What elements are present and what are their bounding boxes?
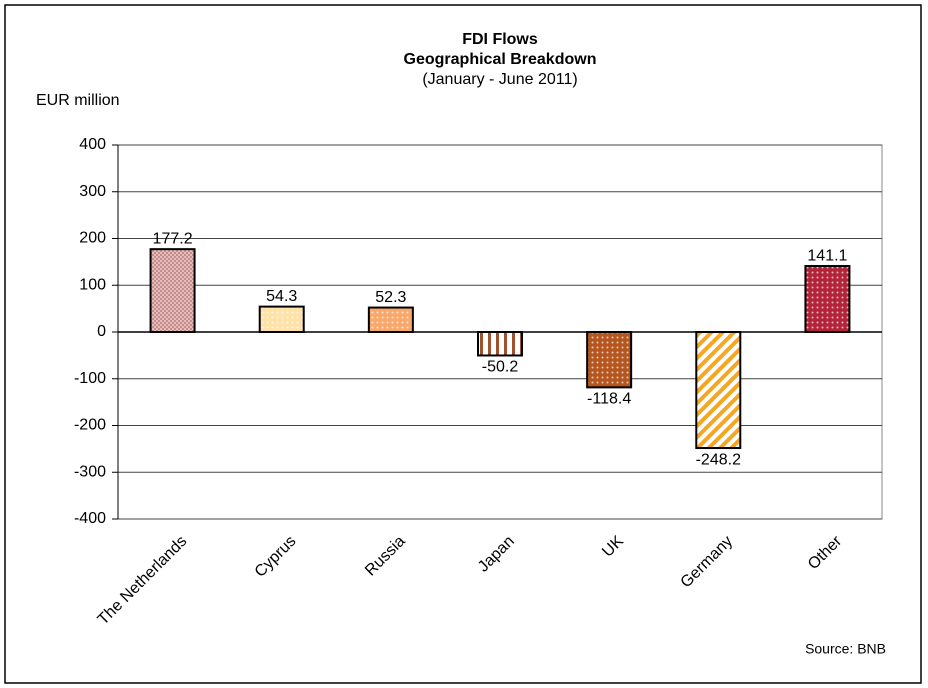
- y-tick-label: 0: [97, 323, 106, 340]
- bar: [586, 331, 633, 389]
- chart-subtitle: Geographical Breakdown: [404, 51, 597, 68]
- y-tick-label: 200: [79, 230, 106, 247]
- data-label: -50.2: [482, 359, 519, 376]
- bar: [367, 306, 414, 333]
- data-label: 52.3: [375, 289, 406, 306]
- chart-period: (January - June 2011): [422, 71, 577, 88]
- bar: [695, 331, 742, 450]
- bar: [804, 265, 851, 333]
- y-tick-label: -200: [74, 417, 106, 434]
- data-label: 141.1: [807, 247, 847, 264]
- y-tick-label: -400: [74, 510, 106, 527]
- chart-border: [4, 4, 922, 684]
- y-tick-label: 100: [79, 276, 106, 293]
- source-note: Source: BNB: [805, 641, 886, 657]
- bar: [477, 331, 523, 357]
- data-label: 54.3: [266, 288, 297, 305]
- data-label: 177.2: [153, 230, 193, 247]
- y-axis-label: EUR million: [36, 92, 120, 109]
- y-tick-label: -300: [74, 463, 106, 480]
- data-label: -118.4: [587, 391, 631, 408]
- chart-title: FDI Flows: [462, 31, 538, 48]
- y-tick-label: -100: [74, 370, 106, 387]
- y-tick-label: 300: [79, 183, 106, 200]
- bar: [149, 248, 196, 333]
- bar: [258, 305, 305, 333]
- data-label: -248.2: [696, 451, 741, 468]
- y-tick-label: 400: [79, 136, 106, 153]
